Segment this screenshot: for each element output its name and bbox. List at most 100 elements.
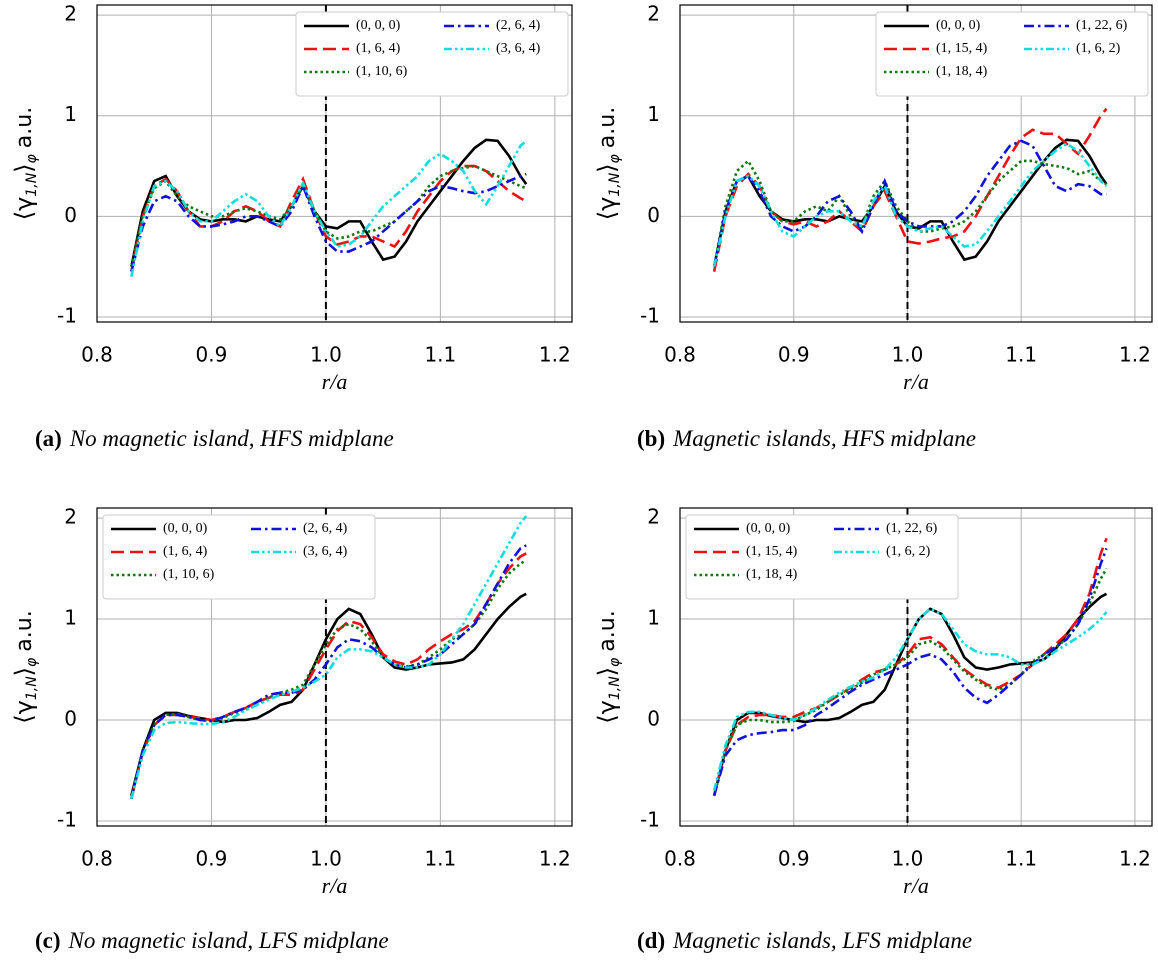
caption: (b) Magnetic islands, HFS midplane (637, 426, 976, 451)
y-tick-label: 2 (647, 505, 660, 529)
caption-text: No magnetic island, HFS midplane (69, 426, 394, 451)
y-tick-label: -1 (640, 807, 660, 831)
y-axis-label-part: a.u. (12, 107, 37, 148)
legend-label: (1, 15, 4) (936, 41, 988, 56)
x-tick-label: 1.1 (1005, 343, 1037, 367)
data-line (712, 607, 1108, 791)
y-axis-label-part: 1,N (24, 172, 40, 196)
y-axis-label-part: a.u. (595, 107, 620, 148)
x-tick-label: 0.8 (664, 847, 696, 871)
legend-label: (0, 0, 0) (356, 18, 401, 33)
legend-box (295, 11, 569, 97)
x-axis-label: r/a (903, 369, 929, 394)
y-axis-label-part: 1,N (24, 676, 40, 700)
x-tick-label: 1.1 (424, 343, 456, 367)
y-axis-label-part: 1,N (607, 676, 623, 700)
panel: 0.8 0.9 1.0 1.1 1.2 -1 0 1 2 (0, 0, 0) (1, 6, 4) (1… (10, 505, 573, 953)
y-tick-label: 2 (64, 505, 77, 529)
y-axis-label-part: φ (607, 153, 623, 163)
data-line (130, 164, 527, 267)
x-tick-label: 1.0 (892, 847, 924, 871)
y-axis-label-part: ⟩ (593, 163, 621, 172)
x-tick-label: 1.2 (539, 343, 571, 367)
caption-text: Magnetic islands, LFS midplane (672, 928, 972, 953)
y-tick-label: 1 (64, 606, 77, 630)
x-tick-label: 1.1 (424, 847, 456, 871)
y-tick-label: 2 (64, 2, 77, 26)
x-tick-label: 1.0 (892, 343, 924, 367)
legend-label: (0, 0, 0) (163, 521, 208, 536)
caption: (a) No magnetic island, HFS midplane (35, 426, 394, 451)
legend-label: (2, 6, 4) (303, 521, 348, 536)
y-axis-label-part: φ (607, 657, 623, 667)
y-axis-label: ⟨γ1,N⟩φ a.u. (593, 107, 623, 220)
y-tick-label: -1 (57, 303, 77, 327)
legend-box (102, 514, 376, 600)
y-tick-label: 1 (647, 606, 660, 630)
legend-label: (1, 6, 4) (163, 544, 208, 559)
x-tick-label: 1.0 (310, 343, 342, 367)
y-axis-label-part: φ (24, 153, 40, 163)
y-tick-label: 1 (647, 102, 660, 126)
y-axis-label-part: ⟩ (10, 163, 38, 172)
panel: 0.8 0.9 1.0 1.1 1.2 -1 0 1 2 (0, 0, 0) (1, 6, 4) (1… (10, 2, 573, 451)
x-tick-label: 0.8 (81, 343, 113, 367)
y-axis-label: ⟨γ1,N⟩φ a.u. (10, 610, 40, 723)
y-axis-label: ⟨γ1,N⟩φ a.u. (593, 610, 623, 723)
axes-frame (679, 507, 1153, 827)
x-tick-label: 1.2 (1119, 847, 1151, 871)
y-axis-label-part: ⟩ (593, 667, 621, 676)
legend-label: (1, 6, 2) (886, 544, 931, 559)
y-axis-label: ⟨γ1,N⟩φ a.u. (10, 107, 40, 220)
x-tick-label: 0.9 (196, 847, 228, 871)
legend-label: (1, 10, 6) (356, 64, 408, 79)
legend-box (685, 514, 959, 600)
legend-label: (1, 15, 4) (746, 544, 798, 559)
y-axis-label-part: 1,N (607, 172, 623, 196)
legend: (0, 0, 0) (1, 6, 4) (1, 10, 6) (2, 6, 4) (3,… (295, 11, 569, 97)
x-tick-label: 0.9 (196, 343, 228, 367)
axes-frame (96, 507, 573, 827)
y-tick-label: 2 (647, 2, 660, 26)
data-line (712, 547, 1108, 797)
caption-label: (b) (637, 426, 665, 451)
x-tick-label: 0.9 (778, 343, 810, 367)
y-axis-label-part: ⟨γ (10, 700, 38, 724)
data-line (130, 172, 527, 272)
legend-label: (1, 10, 6) (163, 567, 215, 582)
y-tick-label: 0 (647, 203, 660, 227)
legend-label: (0, 0, 0) (746, 521, 791, 536)
legend: (0, 0, 0) (1, 6, 4) (1, 10, 6) (2, 6, 4) (3,… (102, 514, 376, 600)
x-tick-label: 1.2 (539, 847, 571, 871)
data-line (130, 139, 528, 277)
y-axis-label-part: φ (24, 657, 40, 667)
legend-label: (1, 18, 4) (936, 64, 988, 79)
x-tick-label: 0.8 (81, 847, 113, 871)
x-axis-label: r/a (903, 873, 929, 898)
y-tick-label: 0 (64, 707, 77, 731)
caption-label: (c) (35, 928, 61, 953)
x-tick-label: 0.8 (664, 343, 696, 367)
y-axis-label-part: ⟨γ (10, 197, 38, 221)
y-axis-label-part: ⟨γ (593, 197, 621, 221)
x-tick-label: 1.2 (1119, 343, 1151, 367)
caption-label: (d) (637, 928, 665, 953)
y-axis-label-part: a.u. (595, 610, 620, 651)
y-axis-label-part: a.u. (12, 610, 37, 651)
legend-label: (1, 6, 2) (1076, 41, 1121, 56)
legend-label: (3, 6, 4) (496, 41, 541, 56)
y-axis-label-part: ⟩ (10, 667, 38, 676)
axes-frame (96, 4, 573, 323)
legend-label: (1, 6, 4) (356, 41, 401, 56)
legend-label: (1, 22, 6) (886, 521, 938, 536)
y-tick-label: 1 (64, 102, 77, 126)
legend-label: (0, 0, 0) (936, 18, 981, 33)
caption: (c) No magnetic island, LFS midplane (35, 928, 389, 953)
legend: (0, 0, 0) (1, 15, 4) (1, 18, 4) (1, 22, 6) (… (875, 11, 1149, 97)
x-tick-label: 1.1 (1005, 847, 1037, 871)
legend-label: (3, 6, 4) (303, 544, 348, 559)
